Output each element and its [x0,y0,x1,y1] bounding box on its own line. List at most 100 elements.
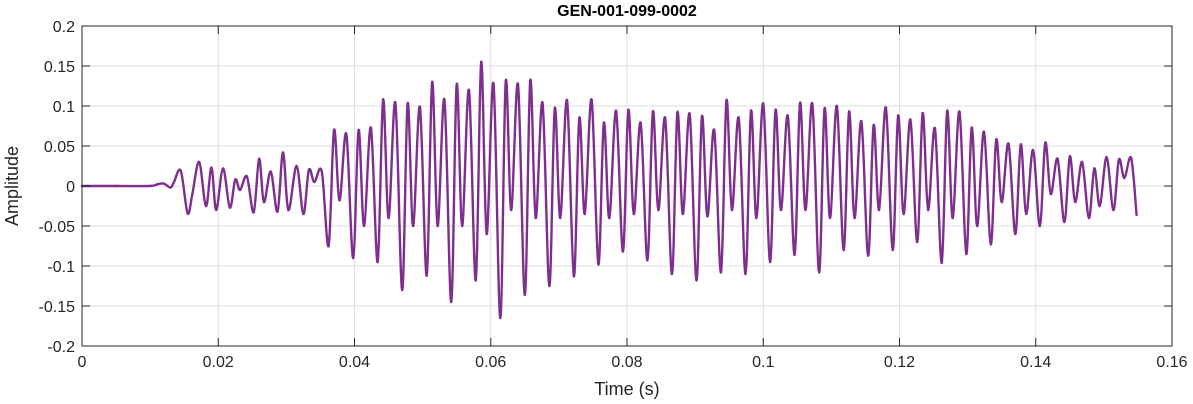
series-point [681,212,685,216]
series-point [411,224,415,228]
series-point [455,83,458,86]
series-point [238,188,242,192]
y-axis-label: Amplitude [2,146,22,226]
series-point [627,108,630,112]
series-point [798,101,802,105]
series-point [215,208,218,212]
series-point [688,112,691,116]
series-point [572,275,576,278]
series-point [1112,208,1115,212]
x-tick-label: 0.14 [1020,354,1051,371]
series-point [400,288,404,292]
series-point [418,105,422,109]
series-point [602,121,606,125]
series-point [646,259,649,262]
series-point [835,104,839,108]
series-point [155,183,159,186]
series-point [608,216,611,220]
y-tick-label: 0.2 [53,19,75,36]
series-point [332,128,336,132]
series-point [853,216,856,220]
series-point [744,272,747,276]
series-point [425,274,428,277]
series-point [940,261,943,264]
series-point [313,180,316,184]
series-point [162,182,165,185]
series-point [896,114,900,117]
series-point [523,293,527,296]
series-point [1000,200,1003,204]
series-point [197,160,201,164]
axes-box [81,25,1173,347]
series-point [639,121,642,125]
series-point [387,216,390,220]
series-point [1044,141,1047,144]
x-tick-label: 0.16 [1156,354,1187,371]
series-point [933,127,937,130]
series-point [1093,167,1096,170]
y-tick-label: -0.15 [39,299,76,316]
series-point [548,284,551,288]
series-point [842,248,845,252]
series-point [737,116,740,120]
series-point [847,110,851,113]
series-point [351,256,355,260]
series-point [909,118,912,121]
series-point [1038,224,1042,228]
series-point [779,208,783,212]
series-point [436,224,439,228]
series-point [725,99,728,102]
series-point [302,212,305,216]
series-point [467,88,471,92]
series-point [406,102,409,105]
series-point [921,112,924,115]
series-point [541,101,544,105]
series-point [357,128,360,132]
series-point [995,138,998,141]
series-point [614,109,618,113]
x-tick-label: 0.04 [339,354,370,371]
series-point [768,260,772,264]
series-point [902,212,905,216]
series-point [443,98,446,101]
x-tick-label: 0 [78,354,87,371]
series-point [657,208,660,212]
series-point [504,80,507,83]
series-point [982,130,986,133]
x-tick-label: 0.06 [475,354,506,371]
series-point [186,212,189,215]
series-point [1117,158,1121,161]
x-tick-label: 0.08 [611,354,642,371]
series-point [307,168,311,172]
series-point [676,111,679,114]
amplitude-series-line [80,60,1138,320]
series-point [749,109,753,113]
series-point [257,157,261,160]
x-tick-label: 0.02 [203,354,234,371]
series-point [516,83,520,86]
series-point [191,192,194,196]
series-point [1007,142,1010,145]
x-tick-label: 0.12 [884,354,915,371]
series-point [590,98,593,101]
series-point [281,151,285,154]
series-point [670,272,674,276]
series-point [345,132,348,136]
series-point [916,240,919,244]
series-point [866,254,870,257]
series-point [499,316,502,320]
series-point [958,110,961,113]
series-point [252,211,255,214]
series-point [989,243,992,246]
series-point [114,184,118,188]
series-point [811,102,814,105]
series-point [1031,148,1035,152]
y-tick-label: 0.05 [44,139,75,156]
series-point [926,208,930,212]
series-point [1068,155,1072,158]
series-point [891,248,894,252]
series-point [774,108,777,112]
series-point [651,110,655,113]
series-point [369,126,373,129]
